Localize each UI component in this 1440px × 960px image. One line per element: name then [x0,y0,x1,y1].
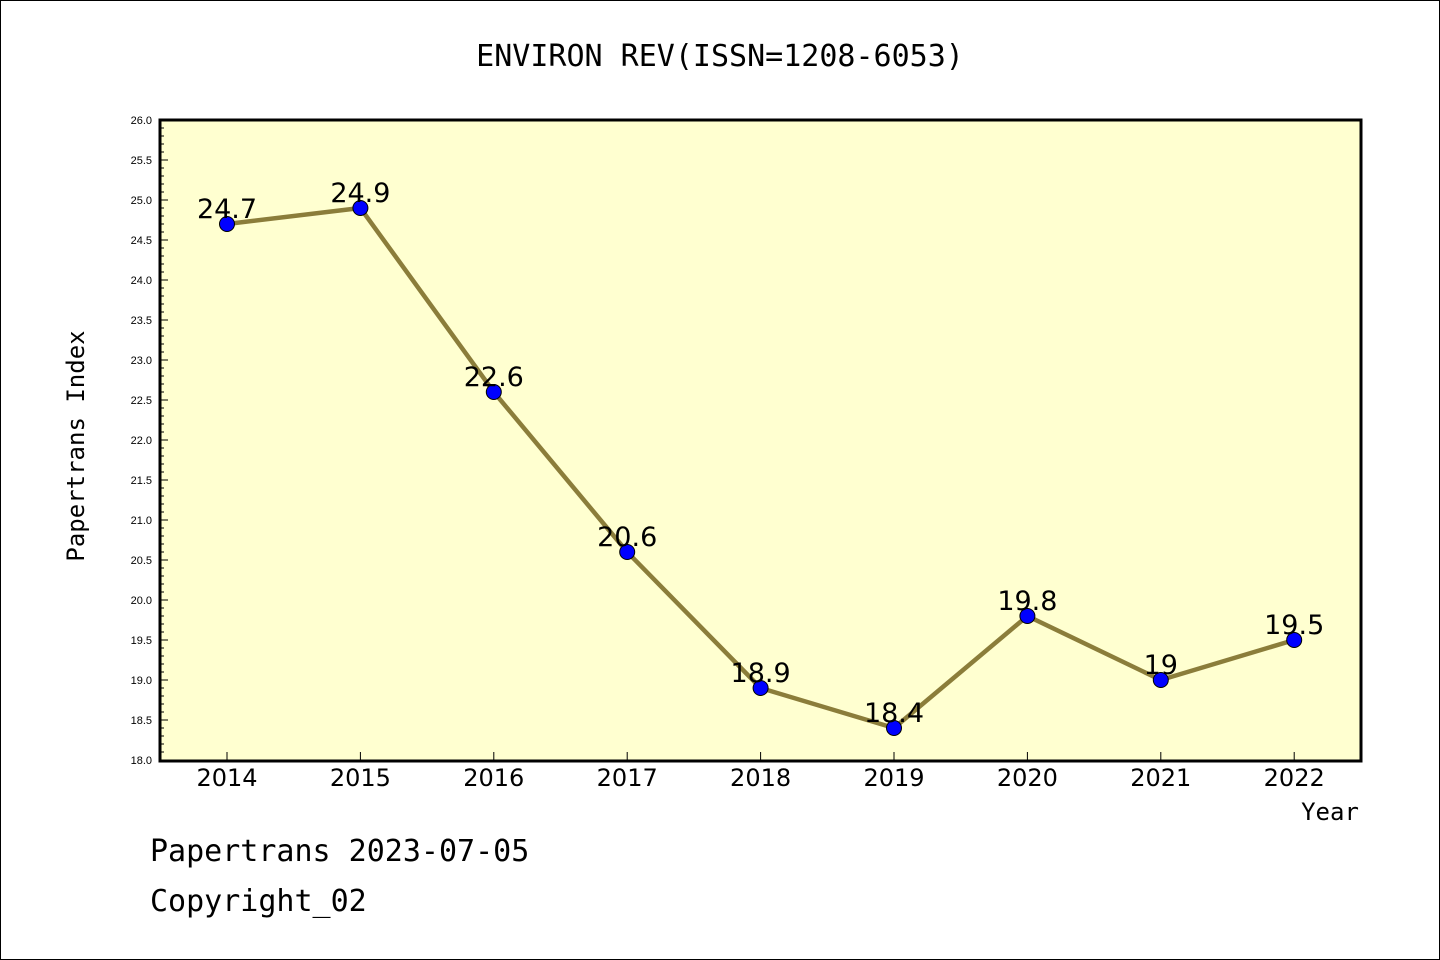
y-tick-label: 20.0 [131,595,152,607]
data-label: 19 [1144,650,1178,681]
y-tick-label: 22.5 [131,395,152,407]
y-tick-label: 24.5 [131,235,152,247]
y-tick-label: 20.5 [131,555,152,567]
data-label: 24.9 [330,178,390,209]
y-tick-label: 23.0 [131,355,152,367]
data-labels: 24.7 24.9 22.6 20.6 18.9 18.4 19.8 19 19.5 [197,178,1324,729]
data-point [1152,672,1169,688]
footer-copyright: Copyright_02 [150,884,367,919]
x-tick-label: 2021 [1130,764,1191,792]
y-axis: 18.0 18.5 19.0 19.5 20.0 20.5 21.0 21.5 22.0 22.5… [131,115,168,767]
data-label: 19.8 [997,586,1057,617]
data-label: 19.5 [1264,610,1324,641]
x-axis: 2014 2015 2016 2017 2018 2019 2020 2021 2022 [196,752,1325,792]
data-point [485,384,502,400]
y-tick-label: 22.0 [131,435,152,447]
data-point [619,544,636,560]
y-tick-label: 25.0 [131,195,152,207]
data-point [886,720,902,736]
x-tick-label: 2017 [597,764,658,792]
y-tick-label: 18.5 [131,715,152,727]
y-tick-label: 18.0 [131,755,152,767]
x-tick-label: 2016 [463,764,524,792]
data-point [1286,632,1303,648]
data-point [352,200,369,216]
x-tick-label: 2014 [196,764,257,792]
data-label: 22.6 [464,362,524,393]
data-label: 20.6 [597,522,657,553]
y-tick-label: 21.0 [131,515,152,527]
plot-area [158,118,1363,763]
y-tick-label: 21.5 [131,475,152,487]
x-tick-label: 2022 [1264,764,1325,792]
data-label: 18.4 [864,698,924,729]
y-tick-label: 25.5 [131,155,152,167]
x-tick-label: 2020 [997,764,1058,792]
data-point [752,680,769,696]
chart-title: ENVIRON REV(ISSN=1208-6053) [476,39,964,74]
data-point [1019,608,1036,624]
data-label: 18.9 [731,658,791,689]
data-point [219,216,235,232]
y-tick-label: 26.0 [131,115,152,127]
x-axis-label: Year [1301,798,1359,826]
y-tick-label: 24.0 [131,275,152,287]
y-tick-label: 23.5 [131,315,152,327]
data-label: 24.7 [197,194,257,225]
footer-date: Papertrans 2023-07-05 [150,834,530,869]
y-axis-label: Papertrans Index [62,330,90,561]
x-tick-label: 2018 [730,764,791,792]
y-tick-label: 19.0 [131,675,152,687]
series-markers [219,200,1303,736]
x-tick-label: 2015 [330,764,391,792]
y-tick-label: 19.5 [131,635,152,647]
x-tick-label: 2019 [863,764,924,792]
